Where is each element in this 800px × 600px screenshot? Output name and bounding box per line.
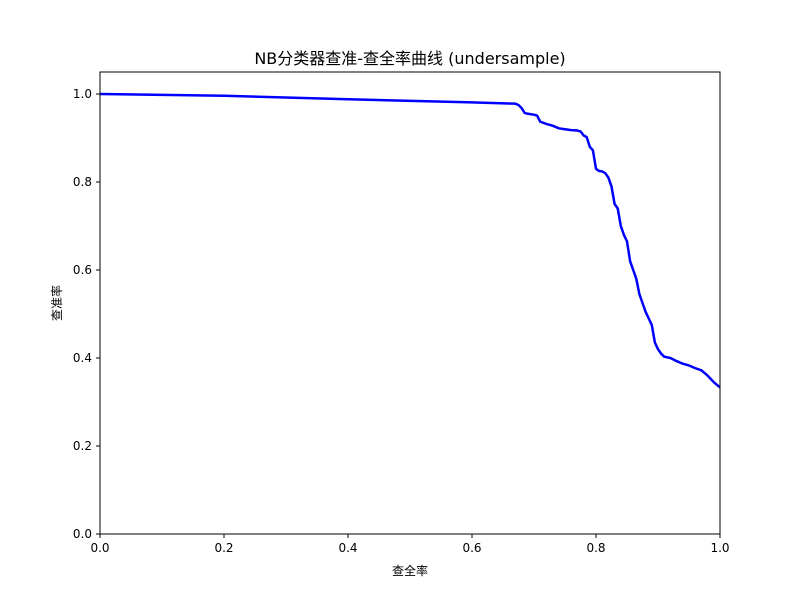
x-axis: 0.0 0.2 0.4 0.6 0.8 1.0 [90,534,730,555]
y-tick-label: 0.6 [73,263,92,277]
y-axis-label: 查准率 [49,285,64,321]
y-tick-label: 1.0 [73,87,92,101]
x-tick-label: 0.8 [586,541,605,555]
y-tick-label: 0.4 [73,351,92,365]
pr-curve-line [99,92,721,389]
y-tick-label: 0.0 [73,527,92,541]
plot-area [99,92,721,389]
x-axis-label: 查全率 [392,563,428,578]
x-tick-label: 0.6 [462,541,481,555]
y-tick-label: 0.2 [73,439,92,453]
x-tick-label: 0.2 [214,541,233,555]
x-tick-label: 0.0 [90,541,109,555]
x-tick-label: 0.4 [338,541,357,555]
y-axis: 0.0 0.2 0.4 0.6 0.8 1.0 [73,87,100,541]
plot-frame [99,71,721,535]
x-tick-label: 1.0 [710,541,729,555]
y-tick-label: 0.8 [73,175,92,189]
chart-title: NB分类器查准-查全率曲线 (undersample) [254,49,565,68]
